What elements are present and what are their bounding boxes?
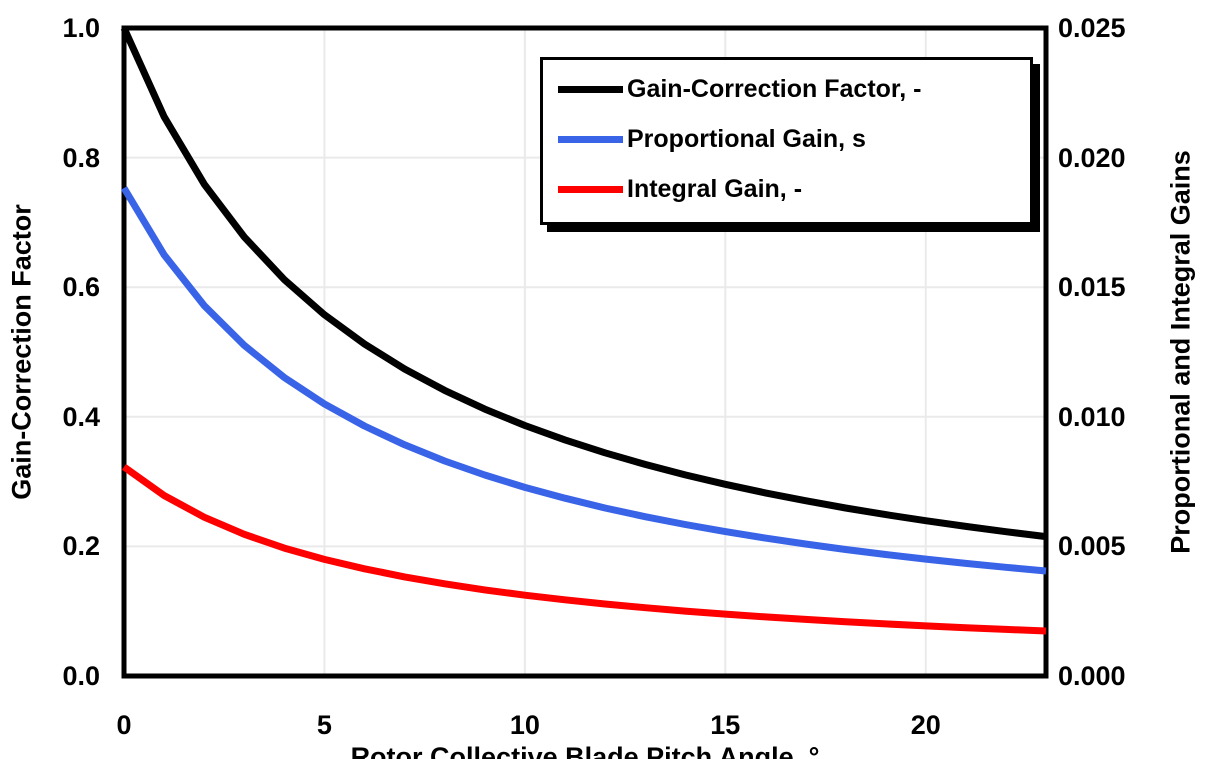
x-axis-tick-label: 0 (116, 710, 132, 740)
right-axis-tick-label: 0.000 (1058, 661, 1126, 691)
legend-item-label: Integral Gain, - (627, 174, 803, 203)
right-axis-tick-label: 0.020 (1058, 142, 1126, 173)
left-axis-tick-label: 0.4 (62, 401, 100, 432)
left-axis-tick-label: 0.0 (62, 661, 100, 691)
right-axis-tick-label: 0.010 (1058, 401, 1126, 432)
left-axis-tick-label: 0.2 (62, 531, 100, 562)
x-axis-tick-label: 20 (910, 710, 941, 740)
left-axis-tick-label: 0.6 (62, 272, 100, 303)
legend-item-label: Gain-Correction Factor, - (627, 74, 922, 103)
x-axis-tick-label: 10 (509, 710, 540, 740)
legend-line-sample (558, 185, 623, 193)
legend-item: Integral Gain, - (558, 164, 1020, 214)
right-axis-title: Proportional and Integral Gains (1165, 150, 1196, 554)
legend: Gain-Correction Factor, - Proportional Ga… (540, 57, 1033, 225)
legend-item-label: Proportional Gain, s (627, 124, 866, 153)
x-axis-title: Rotor Collective Blade Pitch Angle, ° (350, 742, 820, 759)
legend-item: Proportional Gain, s (558, 114, 1020, 164)
left-axis-title: Gain-Correction Factor (6, 204, 37, 500)
right-axis-tick-label: 0.015 (1058, 272, 1126, 303)
legend-item: Gain-Correction Factor, - (558, 64, 1020, 114)
series-line-left (120, 26, 1047, 541)
legend-line-sample (558, 135, 623, 143)
legend-line-sample (558, 85, 623, 93)
x-axis-tick-label: 15 (710, 710, 741, 740)
plot-frame (121, 25, 1049, 679)
series-line-right (121, 464, 1047, 635)
left-axis-tick-label: 1.0 (62, 13, 100, 43)
right-axis-tick-label: 0.025 (1058, 13, 1126, 43)
left-axis-tick-label: 0.8 (62, 142, 100, 173)
series-line-right (120, 186, 1047, 575)
right-axis-tick-label: 0.005 (1058, 531, 1126, 562)
x-axis-tick-label: 5 (316, 710, 332, 740)
